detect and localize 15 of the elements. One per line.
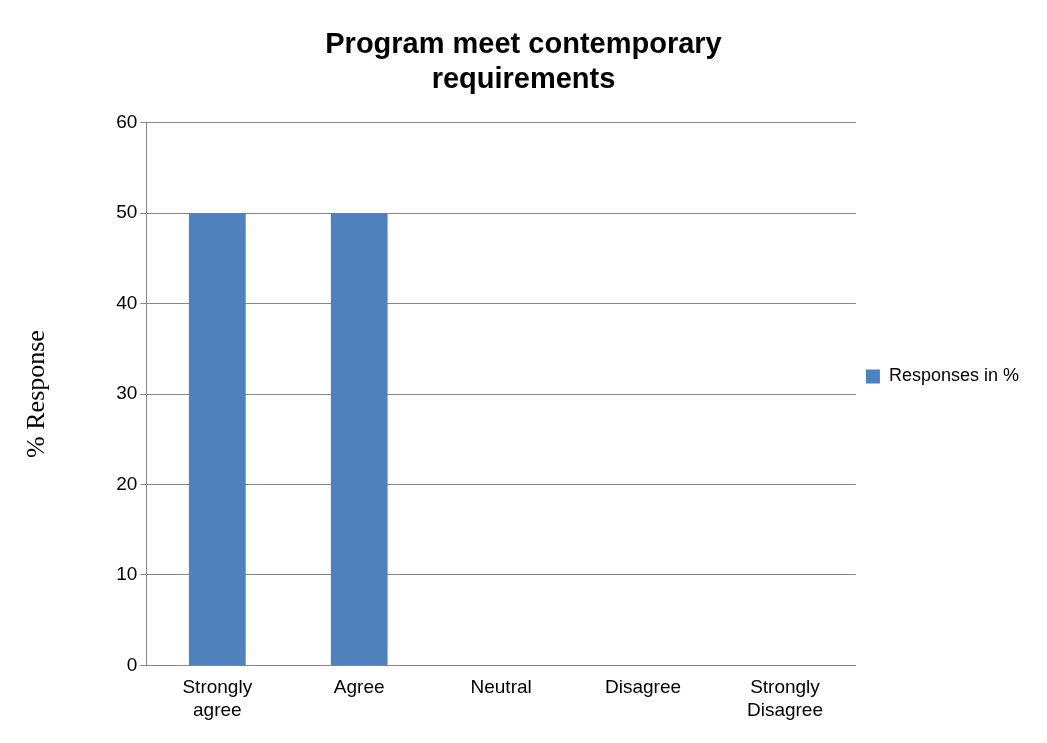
x-tick-label: Strongly Disagree xyxy=(746,676,823,720)
y-tick-label: 10 xyxy=(116,563,138,585)
y-tick-label: 0 xyxy=(126,653,138,675)
y-axis-title: % Response xyxy=(21,330,51,458)
y-tick-label: 30 xyxy=(116,382,138,404)
y-tick-label: 40 xyxy=(116,291,138,313)
x-tick-label: Disagree xyxy=(605,676,682,698)
y-tick-label: 60 xyxy=(116,110,138,132)
legend-label: Responses in % xyxy=(888,365,1020,386)
x-tick-label: Agree xyxy=(333,676,385,698)
x-tick-label: Neutral xyxy=(470,676,532,698)
chart-title: Program meet contemporary requirements xyxy=(325,27,722,95)
x-tick-label: Strongly agree xyxy=(182,676,253,720)
y-tick-label: 50 xyxy=(116,201,138,223)
y-tick-label: 20 xyxy=(116,472,138,494)
